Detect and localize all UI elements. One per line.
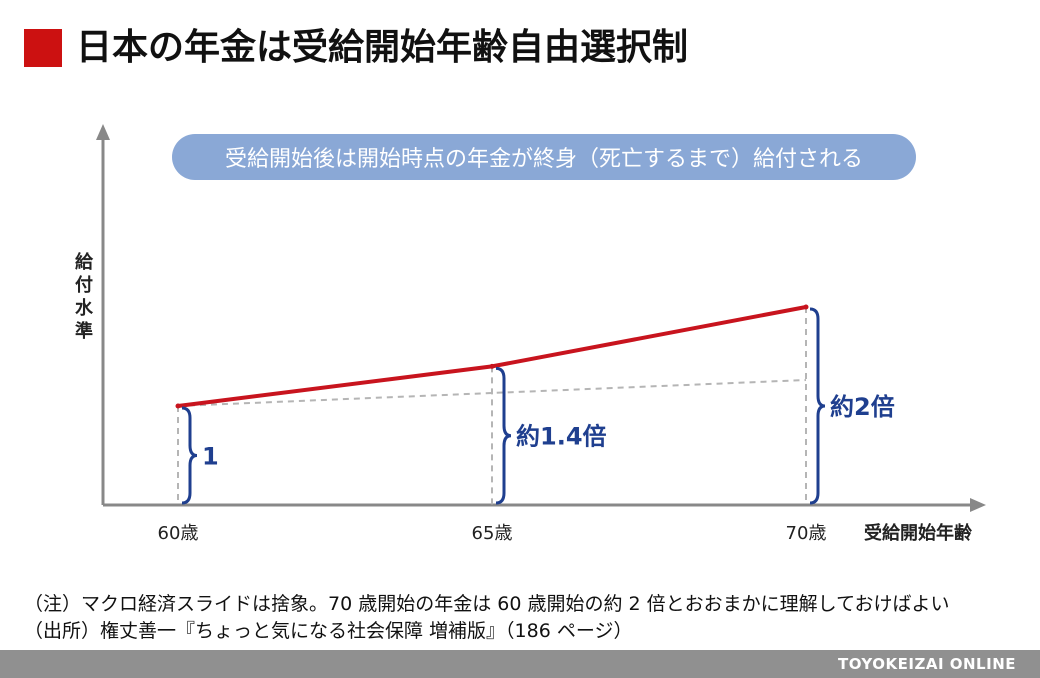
callout-box: [172, 134, 916, 180]
x-tick-label: 70歳: [786, 523, 827, 544]
y-axis-label: 給付水準: [75, 251, 94, 342]
reference-line: [177, 379, 807, 407]
brace: [495, 366, 512, 505]
x-axis-label: 受給開始年齢: [864, 522, 973, 544]
data-label: 約1.4倍: [516, 423, 607, 451]
data-label: 約2倍: [830, 393, 895, 421]
y-axis-arrow: [96, 124, 110, 140]
note-text: （注）マクロ経済スライドは捨象。70 歳開始の年金は 60 歳開始の約 2 倍と…: [24, 593, 950, 615]
callout-text: 受給開始後は開始時点の年金が終身（死亡するまで）給付される: [225, 147, 863, 172]
page-title: 日本の年金は受給開始年齢自由選択制: [76, 27, 689, 68]
data-point: [489, 363, 495, 369]
x-axis-arrow: [970, 498, 986, 512]
data-label: 1: [202, 443, 219, 471]
title-marker: [24, 29, 62, 67]
brace: [809, 307, 826, 505]
source-text: （出所）権丈善一『ちょっと気になる社会保障 増補版』（186 ページ）: [24, 620, 633, 642]
brace: [181, 406, 198, 505]
x-tick-label: 60歳: [158, 523, 199, 544]
brand-label: TOYOKEIZAI ONLINE: [837, 655, 1016, 673]
footer-bar: TOYOKEIZAI ONLINE: [0, 650, 1040, 678]
data-point: [175, 403, 181, 409]
data-point: [803, 304, 809, 310]
x-tick-label: 65歳: [472, 523, 513, 544]
